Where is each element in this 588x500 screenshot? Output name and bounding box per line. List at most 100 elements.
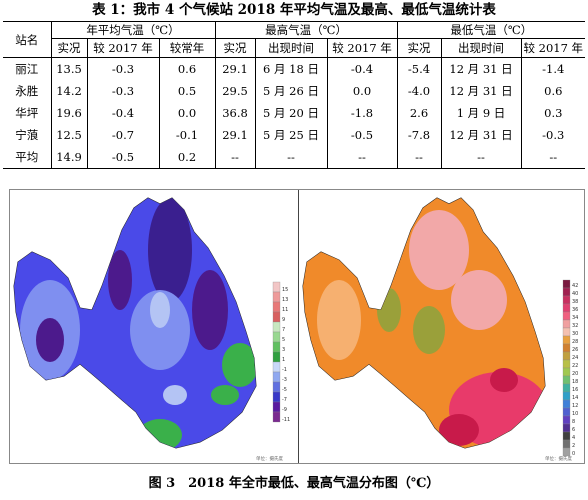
table-row: 永胜 14.2 -0.3 0.5 29.5 5 月 26 日 0.0 -4.0 12 月 31 … [3, 80, 586, 102]
min-legend-swatch [272, 351, 281, 363]
col-header: 较 2017 年 [326, 38, 398, 58]
table-sub-header-row: 实况 较 2017 年 较常年 实况 出现时间 较 2017 年 实况 出现时间… [3, 38, 586, 58]
max-legend-swatch [562, 423, 571, 433]
table-cell: 5 月 25 日 [254, 124, 328, 146]
min-legend-swatch [272, 291, 281, 303]
min-map-warm-area [138, 419, 182, 448]
table-cell: -7.8 [396, 124, 442, 146]
max-legend-label: 14 [572, 395, 578, 401]
table-cell: 14.9 [50, 146, 87, 169]
table-cell: -- [214, 146, 256, 169]
max-legend-swatch [562, 431, 571, 441]
min-legend-label: 3 [282, 347, 285, 353]
min-legend-label: 5 [282, 337, 285, 343]
table-cell: 29.1 [214, 57, 256, 80]
min-legend-swatch [272, 371, 281, 383]
min-map-warm-area [211, 385, 239, 405]
table-cell: 6 月 18 日 [254, 57, 328, 80]
temperature-maps: 15 13 11 9 7 5 3 1 -1 -3 -5 -7 -9 -11 单位：摄氏度 42 40 38 36… [9, 189, 585, 464]
stats-table: 站名 年平均气温（℃） 最高气温（℃） 最低气温（℃） 实况 较 2017 年 … [3, 21, 586, 169]
min-legend-label: 11 [282, 307, 288, 313]
min-legend-label: -11 [282, 417, 290, 423]
min-legend-label: 7 [282, 327, 285, 333]
table-cell: -0.4 [86, 102, 159, 124]
min-map-warm-area [222, 343, 256, 387]
min-legend-swatch [272, 321, 281, 333]
table-cell: -0.3 [520, 124, 586, 146]
table-cell: 0.6 [520, 80, 586, 102]
min-map-cold-core [192, 270, 228, 350]
min-legend-label: 1 [282, 357, 285, 363]
max-map-mild-area [409, 210, 469, 290]
table-cell: -- [254, 146, 328, 169]
table-title: 表 1：我市 4 个气候站 2018 年平均气温及最高、最低气温统计表 [92, 2, 496, 18]
max-legend-swatch [562, 407, 571, 417]
table-row: 丽江 13.5 -0.3 0.6 29.1 6 月 18 日 -0.4 -5.4 12 月 31… [3, 57, 586, 80]
table-cell: 36.8 [214, 102, 256, 124]
table-cell: 29.1 [214, 124, 256, 146]
col-header: 出现时间 [254, 38, 328, 58]
max-legend-swatch [562, 335, 571, 345]
station-name: 宁蒗 [15, 128, 39, 142]
table-cell: 0.5 [158, 80, 216, 102]
table-cell: 0.0 [326, 80, 398, 102]
table-cell: 29.5 [214, 80, 256, 102]
min-legend-swatch [272, 361, 281, 373]
max-legend-swatch [562, 391, 571, 401]
table-body: 丽江 13.5 -0.3 0.6 29.1 6 月 18 日 -0.4 -5.4 12 月 31… [3, 57, 586, 169]
table-cell: -0.7 [86, 124, 159, 146]
max-legend-label: 18 [572, 379, 578, 385]
max-legend-label: 24 [572, 355, 578, 361]
max-legend-label: 32 [572, 323, 578, 329]
table-cell: -- [326, 146, 398, 169]
table-cell: 1 月 9 日 [440, 102, 522, 124]
min-legend-swatch [272, 311, 281, 323]
min-legend-swatch [272, 381, 281, 393]
max-map-mild-area [377, 288, 401, 332]
min-map-unit-label: 单位：摄氏度 [256, 455, 283, 462]
table-cell: -- [396, 146, 442, 169]
max-legend-label: 12 [572, 403, 578, 409]
max-legend-label: 26 [572, 347, 578, 353]
table-row: 平均 14.9 -0.5 0.2 -- -- -- -- -- -- [3, 146, 586, 169]
max-legend-swatch [562, 359, 571, 369]
max-legend-swatch [562, 383, 571, 393]
table-cell: 12.5 [50, 124, 87, 146]
min-legend-label: -5 [282, 387, 287, 393]
table-cell: 12 月 31 日 [440, 124, 522, 146]
table-cell: -1.8 [326, 102, 398, 124]
max-legend-label: 6 [572, 427, 575, 433]
table-cell: -4.0 [396, 80, 442, 102]
table-cell: 5 月 20 日 [254, 102, 328, 124]
col-header: 出现时间 [440, 38, 522, 58]
max-legend-swatch [562, 295, 571, 305]
table-cell: -0.1 [158, 124, 216, 146]
max-legend-swatch [562, 439, 571, 449]
table-cell: 19.6 [50, 102, 87, 124]
min-legend-swatch [272, 301, 281, 313]
station-header: 站名 [3, 21, 51, 58]
station-name: 华坪 [15, 106, 39, 120]
map-divider [298, 190, 299, 463]
table-cell: 0.6 [158, 57, 216, 80]
min-legend-swatch [272, 401, 281, 413]
table-cell: -1.4 [520, 57, 586, 80]
table-cell: -0.4 [326, 57, 398, 80]
max-legend-swatch [562, 287, 571, 297]
table-group-header-row: 站名 年平均气温（℃） 最高气温（℃） 最低气温（℃） [3, 21, 586, 58]
max-legend-label: 0 [572, 451, 575, 457]
group-header-min: 最低气温（℃） [396, 21, 586, 39]
min-map-cold-core [148, 198, 192, 302]
group-header-annual: 年平均气温（℃） [50, 21, 216, 39]
table-cell: 13.5 [50, 57, 87, 80]
station-name: 平均 [3, 146, 51, 169]
max-legend-swatch [562, 303, 571, 313]
min-temperature-map: 15 13 11 9 7 5 3 1 -1 -3 -5 -7 -9 -11 单位：摄氏度 [13, 197, 290, 462]
col-header: 较 2017 年 [86, 38, 159, 58]
max-legend-swatch [562, 343, 571, 353]
table-cell: -5.4 [396, 57, 442, 80]
max-map-mild-area [317, 280, 361, 360]
table-cell: 14.2 [50, 80, 87, 102]
max-map-mild-area [413, 306, 445, 354]
